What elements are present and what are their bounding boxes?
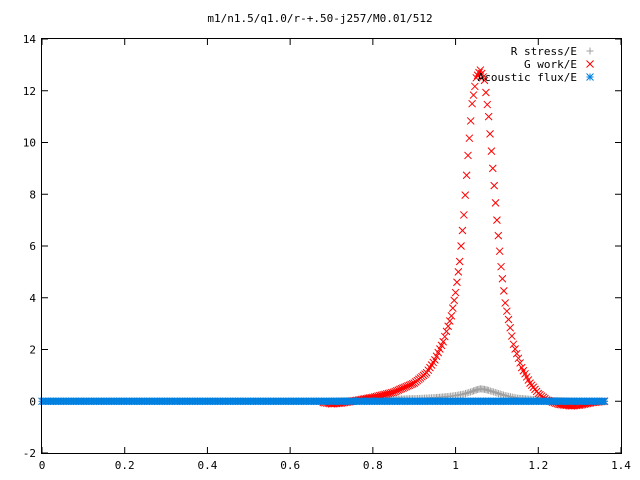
data-point [495, 247, 504, 256]
data-point [512, 349, 521, 358]
data-point [498, 391, 506, 399]
data-point [483, 100, 492, 109]
x-tick-label: 1 [452, 459, 459, 472]
data-point [491, 388, 499, 396]
x-axis: 0 0.2 0.4 0.6 0.8 1 1.2 1.4 [39, 39, 631, 472]
data-point [463, 389, 471, 397]
y-tick-label: 2 [29, 344, 36, 357]
data-point [464, 151, 472, 160]
data-point [493, 216, 501, 224]
data-point [500, 391, 508, 399]
data-point [440, 332, 449, 341]
data-point [494, 231, 503, 240]
data-point [504, 315, 513, 324]
data-point [514, 354, 523, 363]
y-tick-label: -2 [23, 447, 36, 460]
data-point [484, 112, 493, 121]
y-tick-label: 10 [23, 137, 36, 150]
data-point [497, 262, 505, 271]
y-tick-label: 4 [29, 292, 36, 305]
data-point [487, 147, 496, 155]
data-point [465, 134, 474, 143]
data-point [448, 304, 457, 312]
data-point [488, 387, 496, 395]
data-point [469, 91, 478, 99]
plot-frame [41, 38, 622, 454]
data-point [458, 226, 467, 235]
plot-area [38, 66, 609, 410]
x-tick-label: 0 [39, 459, 46, 472]
data-point [442, 327, 451, 336]
data-point [493, 389, 501, 397]
data-point [471, 82, 479, 91]
legend-marker [586, 73, 594, 81]
data-point [509, 340, 518, 349]
data-point [465, 388, 473, 396]
data-point [501, 299, 510, 307]
data-point [511, 345, 519, 353]
data-point [490, 181, 499, 190]
y-tick-label: 12 [23, 85, 36, 98]
legend-label: G work/E [524, 58, 577, 71]
legend-label: Acoustic flux/E [478, 71, 577, 84]
data-point [503, 307, 511, 316]
data-point [496, 390, 504, 398]
data-point [498, 274, 507, 283]
data-point [466, 117, 475, 125]
y-tick-label: 6 [29, 240, 36, 253]
x-tick-label: 1.4 [611, 459, 631, 472]
data-point [457, 242, 465, 250]
x-tick-label: 0.6 [280, 459, 300, 472]
data-point [491, 199, 500, 207]
data-point [507, 332, 516, 340]
data-point [499, 286, 508, 295]
legend-marker [586, 47, 594, 55]
data-point [454, 268, 463, 276]
data-point [466, 388, 474, 396]
data-point [461, 191, 470, 199]
data-point [480, 76, 489, 85]
data-point [490, 388, 498, 396]
legend-label: R stress/E [511, 45, 577, 58]
data-point [455, 257, 464, 266]
data-point [444, 322, 452, 331]
y-tick-label: 0 [29, 395, 36, 408]
data-point [459, 211, 468, 219]
data-point [447, 312, 456, 320]
data-point [485, 386, 493, 394]
x-tick-label: 1.2 [528, 459, 548, 472]
y-tick-label: 8 [29, 188, 36, 201]
data-point [488, 164, 497, 173]
data-point [600, 397, 609, 406]
chart-title: m1/n1.5/q1.0/r-+.50-j257/M0.01/512 [207, 12, 432, 25]
data-point [482, 88, 490, 97]
data-point [445, 317, 454, 325]
data-point [460, 390, 468, 398]
x-tick-label: 0.8 [363, 459, 383, 472]
data-point [468, 99, 476, 108]
data-point [506, 323, 515, 332]
data-point [516, 359, 524, 367]
data-point [451, 288, 460, 297]
y-tick-label: 14 [23, 33, 37, 46]
data-point [486, 387, 494, 395]
x-tick-label: 0.4 [197, 459, 217, 472]
x-tick-label: 0.2 [115, 459, 135, 472]
data-point [453, 278, 461, 287]
data-point [486, 130, 494, 138]
data-point [461, 389, 469, 397]
data-point [495, 389, 503, 397]
data-point [439, 337, 448, 346]
y-axis: -2 0 2 4 6 8 10 12 14 [23, 33, 621, 460]
data-point [462, 171, 471, 180]
series-1 [319, 66, 609, 410]
legend-marker [586, 60, 594, 68]
data-point [450, 296, 459, 305]
series-2 [38, 397, 609, 406]
